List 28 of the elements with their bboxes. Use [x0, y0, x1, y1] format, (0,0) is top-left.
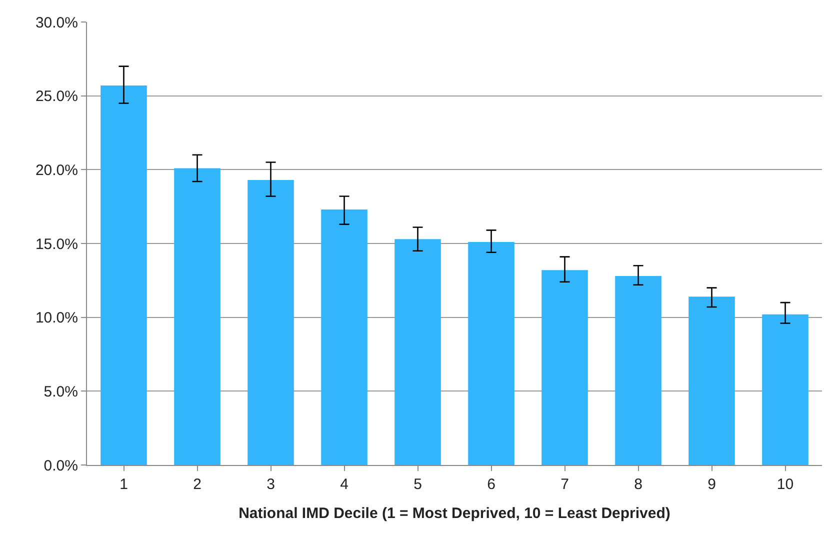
y-tick-label: 0.0%	[44, 457, 78, 474]
bar	[542, 270, 588, 465]
x-tick-label: 9	[708, 476, 716, 493]
x-tick-label: 5	[414, 476, 422, 493]
x-tick-label: 4	[340, 476, 348, 493]
y-tick-label: 25.0%	[35, 88, 78, 106]
bar	[100, 86, 147, 465]
y-tick-label: 15.0%	[35, 236, 78, 253]
bar	[762, 314, 808, 465]
x-tick-label: 7	[560, 476, 569, 493]
y-tick-label: 30.0%	[35, 14, 78, 32]
bar	[174, 168, 220, 465]
bar	[248, 180, 294, 465]
x-tick-label: 2	[193, 476, 202, 493]
bar	[615, 276, 662, 465]
x-tick-label: 1	[120, 476, 128, 493]
x-axis-title: National IMD Decile (1 = Most Deprived, 10 = Least Deprived)	[238, 505, 670, 522]
bar	[688, 296, 735, 465]
bar	[321, 210, 368, 465]
y-tick-label: 5.0%	[44, 383, 78, 400]
bar	[394, 239, 441, 465]
bar	[468, 242, 514, 465]
x-tick-label: 6	[487, 476, 496, 493]
y-tick-label: 20.0%	[35, 162, 78, 179]
y-tick-label: 10.0%	[35, 310, 78, 327]
x-tick-label: 10	[776, 476, 794, 493]
x-tick-label: 8	[634, 476, 642, 493]
x-tick-label: 3	[266, 476, 275, 493]
